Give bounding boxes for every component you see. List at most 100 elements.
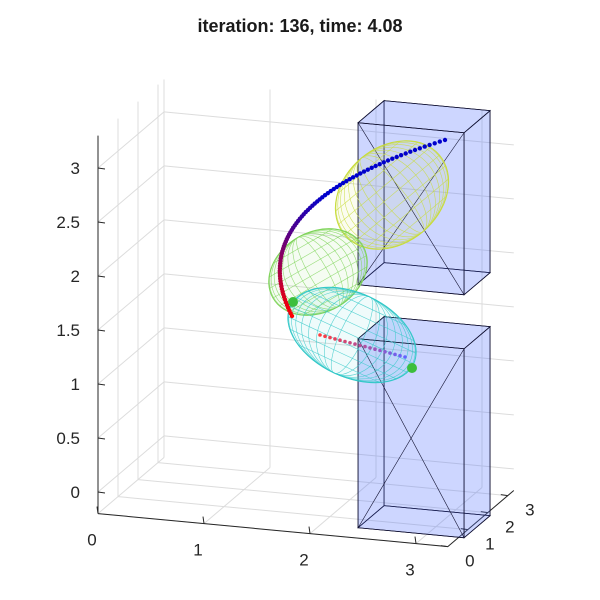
trajectory-point — [398, 353, 402, 358]
trajectory-point — [394, 154, 399, 160]
x-tick-label: 2 — [299, 551, 308, 570]
z-tick-label: 3 — [71, 159, 80, 178]
ellipsoids — [268, 140, 450, 384]
trajectory-point — [437, 139, 442, 144]
x-tick-label: 1 — [193, 541, 202, 560]
grid-line — [309, 477, 377, 534]
trajectory-point — [323, 334, 327, 339]
x-tick — [202, 516, 205, 524]
grid-line — [163, 435, 514, 470]
grid-line — [97, 111, 165, 169]
z-tick-label: 2 — [71, 267, 80, 286]
trajectory-point — [385, 158, 391, 163]
box-face — [463, 109, 491, 296]
box-diagonal — [357, 338, 465, 538]
trajectory-point — [350, 175, 356, 180]
trajectory-point — [369, 165, 374, 170]
trajectory-point — [344, 179, 349, 184]
x-tick-label: 3 — [405, 561, 414, 580]
y-tick-label: 1 — [485, 535, 494, 554]
z-tick — [97, 167, 106, 170]
trajectory-point — [363, 344, 367, 349]
y-tick — [440, 545, 448, 548]
y-tick-label: 0 — [465, 552, 474, 571]
ellipsoid-parallel — [287, 316, 408, 373]
ellipsoid-parallel — [272, 245, 364, 299]
ellipsoid-parallel — [338, 146, 431, 225]
trajectory-point — [412, 147, 418, 153]
ellipsoid-upper — [334, 140, 450, 250]
z-tick-label: 1 — [71, 375, 80, 394]
z-tick — [97, 491, 106, 494]
grid-line — [137, 479, 488, 514]
ellipsoid-parallel — [296, 297, 417, 354]
trajectory-point — [408, 149, 413, 154]
trajectory-point — [361, 169, 367, 174]
grid-line — [97, 165, 165, 223]
trajectory-point — [388, 351, 392, 355]
trajectory-point — [427, 142, 432, 148]
z-tick — [97, 437, 106, 440]
trajectory-point — [378, 348, 382, 353]
y-tick-label: 2 — [505, 518, 514, 537]
grid-line — [97, 327, 165, 385]
trajectory-point — [422, 144, 427, 149]
ellipsoid-parallel — [324, 287, 407, 326]
grid-line — [163, 327, 514, 362]
z-tick — [97, 329, 106, 332]
trajectory-point — [403, 355, 407, 359]
z-tick-label: 0 — [71, 483, 80, 502]
x-tick — [308, 526, 311, 534]
y-tick — [480, 511, 488, 514]
grid-line — [97, 219, 165, 277]
trajectory-point — [398, 153, 404, 158]
grid-line — [157, 462, 508, 497]
grid-line — [203, 467, 271, 524]
trajectory-point — [442, 137, 448, 143]
grid-line — [163, 219, 514, 254]
trajectory-point — [381, 160, 386, 165]
marker — [407, 363, 417, 373]
grid-line — [97, 435, 165, 493]
y-tick — [500, 494, 508, 497]
x-tick-label: 0 — [87, 531, 96, 550]
trajectory-point — [373, 163, 378, 169]
ellipsoid-parallel — [273, 228, 333, 264]
x-tick — [96, 506, 99, 514]
z-tick — [97, 221, 106, 224]
trajectory-point — [377, 162, 382, 167]
x-tick — [414, 536, 417, 544]
z-tick-label: 1.5 — [56, 321, 80, 340]
grid-line — [97, 457, 165, 514]
ellipsoid-parallel — [307, 290, 415, 342]
ellipsoid-parallel — [303, 280, 363, 316]
grid-line — [163, 381, 514, 416]
grid-line — [117, 496, 468, 531]
trajectory-point — [383, 350, 387, 354]
trajectory-point — [403, 151, 408, 156]
marker — [288, 297, 298, 307]
x-axis-line — [97, 513, 448, 548]
ellipsoid-parallel — [353, 165, 446, 244]
ellipsoid-parallel — [383, 195, 447, 250]
z-tick-label: 2.5 — [56, 213, 80, 232]
grid-line — [97, 273, 165, 331]
box-face — [463, 325, 491, 539]
grid-line — [163, 165, 514, 200]
trajectory-point — [354, 173, 359, 178]
ellipsoid-parallel — [366, 178, 449, 249]
trajectory-point — [338, 338, 342, 343]
trajectory-point — [348, 341, 352, 345]
axes — [96, 135, 515, 548]
trajectory-point — [353, 342, 357, 346]
ellipsoid-parallel — [290, 305, 414, 365]
trajectory-point — [390, 156, 395, 161]
trajectory-point — [393, 352, 397, 357]
chart-title: iteration: 136, time: 4.08 — [197, 16, 403, 36]
trajectory-point — [347, 177, 352, 182]
grid-line — [163, 111, 514, 146]
trajectory-point — [365, 167, 370, 172]
trajectory-point — [343, 339, 347, 344]
